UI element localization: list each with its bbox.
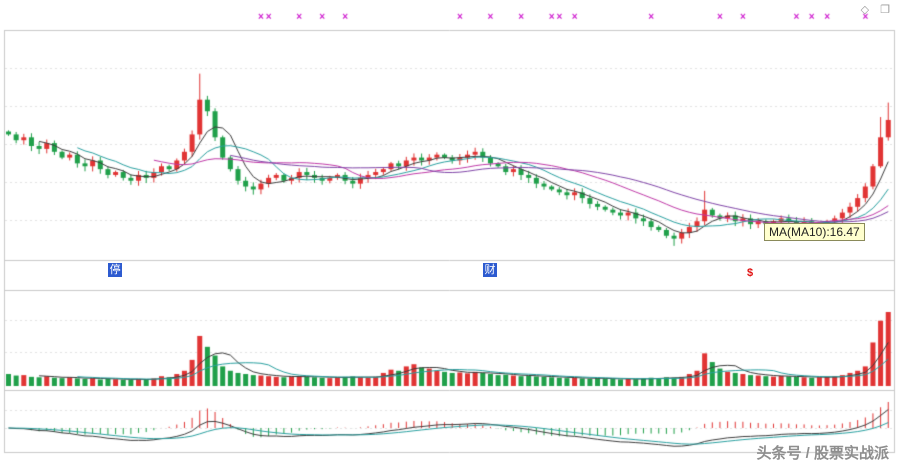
window-icon[interactable]: ❐ — [880, 4, 894, 16]
event-marker-14[interactable]: 停 — [108, 263, 123, 277]
diamond-icon[interactable]: ◇ — [860, 4, 874, 16]
event-marker-97[interactable]: $ — [746, 267, 754, 279]
ma-value-tooltip: MA(MA10):16.47 — [764, 223, 865, 241]
watermark-text: 头条号 / 股票实战派 — [756, 445, 889, 462]
event-marker-63[interactable]: 财 — [482, 263, 497, 277]
corner-icons: ◇ ❐ — [861, 3, 894, 16]
